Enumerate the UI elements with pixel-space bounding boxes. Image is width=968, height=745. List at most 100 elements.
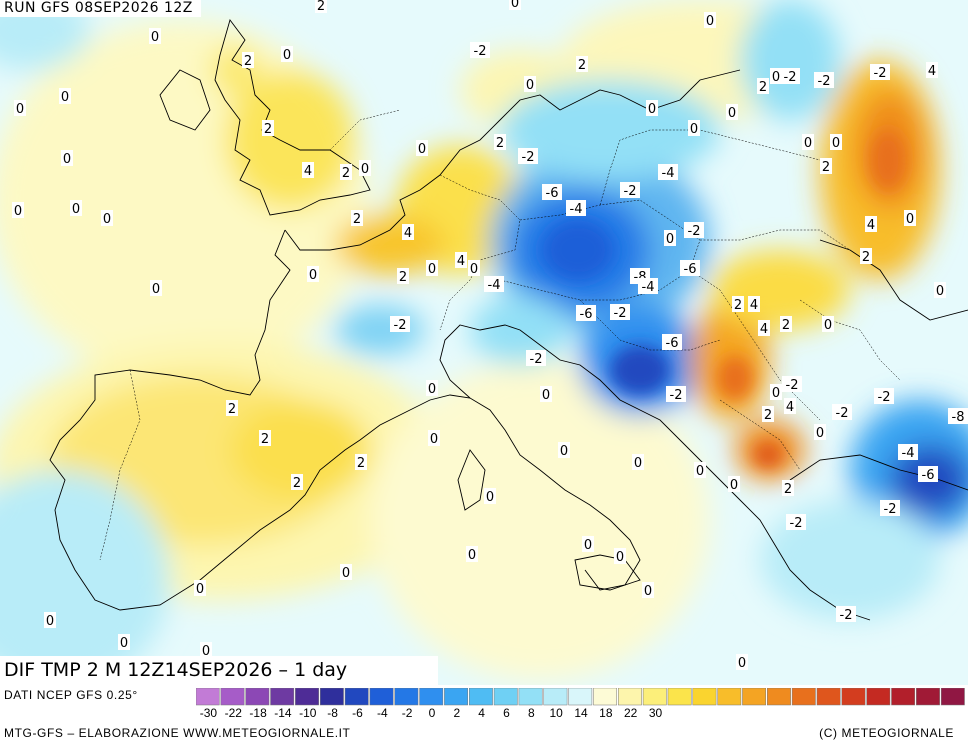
map-value-label: -2: [874, 66, 887, 81]
map-value-label: 0: [936, 284, 944, 299]
map-label-bg: [61, 150, 73, 166]
map-value-label: 4: [457, 254, 465, 269]
map-value-label: 0: [72, 202, 80, 217]
color-swatch: [419, 688, 444, 706]
map-value-label: -6: [922, 468, 935, 483]
map-label-bg: [59, 88, 71, 104]
map-value-label: 0: [470, 262, 478, 277]
map-value-label: 2: [228, 402, 236, 417]
color-swatch: [369, 688, 394, 706]
map-label-bg: [620, 182, 640, 198]
scale-tick-label: -2: [401, 706, 413, 720]
scale-tick-label: 18: [599, 706, 613, 720]
map-value-label: 0: [542, 388, 550, 403]
map-label-bg: [340, 164, 352, 180]
map-label-bg: [390, 316, 410, 332]
borders: [99, 109, 901, 561]
map-label-bg: [494, 134, 506, 150]
map-label-bg: [542, 184, 562, 200]
map-label-bg: [402, 224, 414, 240]
color-swatch: [344, 688, 369, 706]
map-label-bg: [281, 46, 293, 62]
map-label-bg: [780, 68, 800, 84]
scale-tick-label: 22: [623, 706, 638, 720]
map-label-bg: [770, 68, 782, 84]
color-swatch: [568, 688, 593, 706]
map-value-label: 2: [264, 122, 272, 137]
map-label-bg: [632, 454, 644, 470]
variable-title: DIF TMP 2 M 12Z14SEP2026 – 1 day: [0, 656, 438, 685]
map-value-label: 4: [867, 218, 875, 233]
color-swatch: [841, 688, 866, 706]
color-swatch: [618, 688, 642, 706]
map-label-bg: [948, 408, 968, 424]
map-label-bg: [118, 634, 130, 650]
map-value-label: 2: [342, 166, 350, 181]
map-label-bg: [748, 296, 760, 312]
color-swatch: [891, 688, 916, 706]
map-value-label: 2: [578, 58, 586, 73]
map-label-bg: [642, 582, 654, 598]
scale-tick-label: 0: [428, 706, 436, 720]
map-label-bg: [518, 148, 538, 164]
map-label-bg: [820, 158, 832, 174]
map-value-label: 0: [14, 204, 22, 219]
map-value-label: 0: [430, 432, 438, 447]
map-label-bg: [262, 120, 274, 136]
map-label-bg: [149, 28, 161, 44]
scale-tick-label: 8: [527, 706, 535, 720]
map-value-label: 0: [804, 136, 812, 151]
map-value-label: 0: [644, 584, 652, 599]
map-label-bg: [44, 612, 56, 628]
map-value-label: 2: [822, 160, 830, 175]
map-label-bg: [646, 100, 658, 116]
map-value-label: 0: [666, 232, 674, 247]
map-value-label: 0: [428, 262, 436, 277]
map-value-label: 2: [764, 408, 772, 423]
data-source-label: DATI NCEP GFS 0.25°: [4, 688, 138, 702]
map-value-label: 0: [906, 212, 914, 227]
map-value-label: 2: [399, 270, 407, 285]
map-label-bg: [226, 400, 238, 416]
map-label-bg: [830, 134, 842, 150]
map-label-bg: [880, 500, 900, 516]
map-value-label: -6: [580, 307, 593, 322]
color-swatch: [717, 688, 742, 706]
scale-tick-label: 2: [453, 706, 461, 720]
color-swatch: [518, 688, 543, 706]
map-value-label: 2: [244, 54, 252, 69]
scale-tick-label: -14: [274, 706, 292, 720]
color-swatch: [468, 688, 493, 706]
color-swatch: [270, 688, 295, 706]
map-label-bg: [70, 200, 82, 216]
color-swatch: [767, 688, 791, 706]
map-value-label: 2: [784, 482, 792, 497]
map-label-bg: [684, 222, 704, 238]
map-label-bg: [780, 316, 792, 332]
map-label-bg: [822, 316, 834, 332]
map-label-bg: [874, 388, 894, 404]
map-value-label: -6: [546, 186, 559, 201]
map-label-bg: [302, 162, 314, 178]
map-label-bg: [558, 442, 570, 458]
footer-copyright: (C) METEOGIORNALE: [819, 726, 954, 740]
map-value-label: 2: [782, 318, 790, 333]
map-label-bg: [576, 305, 596, 321]
color-swatch: [543, 688, 568, 706]
map-label-bg: [566, 200, 586, 216]
map-label-bg: [832, 404, 852, 420]
map-value-label: 4: [928, 64, 936, 79]
map-label-bg: [315, 0, 327, 13]
map-label-bg: [194, 580, 206, 596]
scale-tick-label: -6: [352, 706, 363, 720]
color-swatch: [816, 688, 841, 706]
scale-tick-label: -10: [299, 706, 317, 720]
scale-tick-label: 30: [648, 706, 663, 720]
map-label-bg: [898, 444, 918, 460]
map-value-label: 4: [750, 298, 758, 313]
map-value-label: 0: [202, 644, 210, 659]
map-label-bg: [468, 260, 480, 276]
map-label-bg: [770, 384, 782, 400]
map-value-label: 0: [61, 90, 69, 105]
